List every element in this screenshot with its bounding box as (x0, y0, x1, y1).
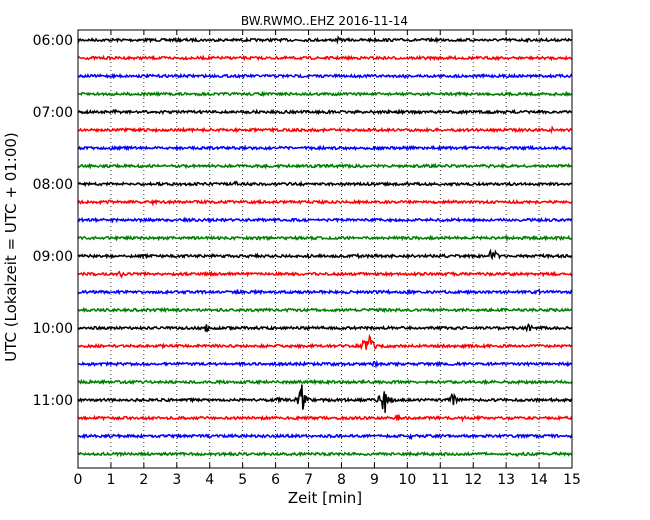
x-tick-label: 6 (271, 472, 280, 488)
y-tick-label: 08:00 (33, 177, 73, 193)
x-tick-label: 12 (464, 472, 482, 488)
x-tick-label: 2 (139, 472, 148, 488)
y-axis-ticks: 06:00 07:00 08:00 09:00 10:00 11:00 (33, 33, 572, 409)
trace-0815 (77, 198, 573, 207)
trace-1115 (77, 413, 573, 423)
trace-0915 (77, 270, 573, 279)
trace-0845 (77, 234, 572, 243)
x-tick-label: 11 (431, 472, 449, 488)
trace-0715 (77, 125, 573, 135)
y-axis-label: UTC (Lokalzeit = UTC + 01:00) (2, 132, 20, 362)
trace-0830 (77, 216, 573, 224)
trace-0730 (77, 144, 573, 152)
x-tick-label: 8 (337, 472, 346, 488)
trace-0600 (77, 35, 573, 45)
plot-frame (77, 29, 573, 469)
chart-title: BW.RWMO..EHZ 2016-11-14 (241, 14, 408, 28)
trace-0945 (77, 306, 573, 314)
x-tick-label: 15 (563, 472, 581, 488)
x-tick-label: 13 (497, 472, 515, 488)
trace-0900 (77, 248, 573, 261)
trace-0800 (77, 180, 573, 188)
x-tick-label: 10 (398, 472, 416, 488)
x-tick-label: 9 (370, 472, 379, 488)
x-tick-label: 1 (106, 472, 115, 488)
trace-0700 (77, 108, 573, 116)
y-tick-label: 09:00 (33, 249, 73, 265)
x-tick-label: 3 (172, 472, 181, 488)
x-tick-label: 4 (205, 472, 214, 488)
trace-1000 (77, 323, 573, 333)
trace-1145 (77, 450, 573, 458)
trace-1030 (77, 359, 573, 370)
seismic-traces (77, 35, 573, 458)
trace-1015 (77, 333, 573, 351)
x-tick-label: 7 (304, 472, 313, 488)
x-tick-label: 14 (530, 472, 548, 488)
y-tick-label: 11:00 (33, 393, 73, 409)
y-tick-label: 06:00 (33, 33, 73, 49)
trace-0930 (77, 288, 573, 296)
trace-1045 (77, 378, 573, 386)
trace-0745 (77, 162, 573, 170)
trace-1100 (77, 384, 573, 413)
trace-1130 (77, 432, 573, 441)
trace-0645 (77, 90, 573, 98)
x-tick-label: 0 (74, 472, 83, 488)
x-axis-label: Zeit [min] (288, 489, 362, 507)
trace-0630 (77, 72, 573, 80)
x-axis-ticks: 0 1 2 3 4 5 6 7 8 9 10 11 12 13 14 15 (74, 30, 581, 488)
x-tick-label: 5 (238, 472, 247, 488)
trace-0615 (77, 54, 573, 62)
y-tick-label: 07:00 (33, 105, 73, 121)
y-tick-label: 10:00 (33, 321, 73, 337)
